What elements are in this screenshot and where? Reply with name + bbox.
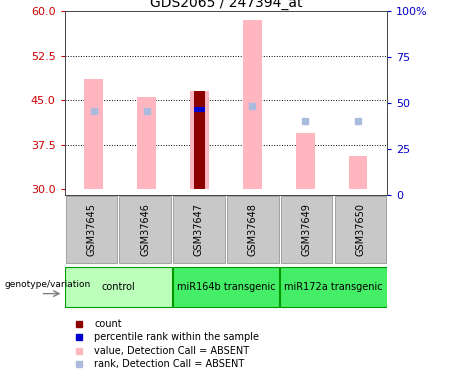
Bar (227, 196, 278, 263)
Bar (281, 196, 332, 263)
Text: control: control (101, 282, 135, 292)
Text: miR164b transgenic: miR164b transgenic (177, 282, 275, 292)
Bar (195, 107, 205, 112)
Bar (190, 91, 209, 189)
Text: GSM37645: GSM37645 (86, 203, 96, 256)
Bar (195, 91, 205, 189)
Bar (335, 196, 386, 263)
Text: count: count (94, 319, 122, 328)
Bar (173, 196, 225, 263)
Bar (349, 156, 367, 189)
Bar (172, 267, 279, 307)
Bar (280, 267, 387, 307)
Bar (65, 267, 171, 307)
Text: miR172a transgenic: miR172a transgenic (284, 282, 383, 292)
Text: genotype/variation: genotype/variation (5, 280, 91, 289)
Bar (243, 20, 261, 189)
Text: GSM37646: GSM37646 (140, 203, 150, 256)
Text: GSM37647: GSM37647 (194, 203, 204, 256)
Text: GSM37649: GSM37649 (301, 203, 312, 256)
Text: rank, Detection Call = ABSENT: rank, Detection Call = ABSENT (94, 360, 244, 369)
Text: percentile rank within the sample: percentile rank within the sample (94, 332, 259, 342)
Bar (119, 196, 171, 263)
Text: GSM37648: GSM37648 (248, 203, 258, 256)
Bar (84, 80, 103, 189)
Text: value, Detection Call = ABSENT: value, Detection Call = ABSENT (94, 346, 249, 356)
Text: GSM37650: GSM37650 (355, 203, 366, 256)
Bar (296, 133, 314, 189)
Bar (137, 97, 156, 189)
Title: GDS2065 / 247394_at: GDS2065 / 247394_at (150, 0, 302, 10)
Bar (65, 196, 117, 263)
